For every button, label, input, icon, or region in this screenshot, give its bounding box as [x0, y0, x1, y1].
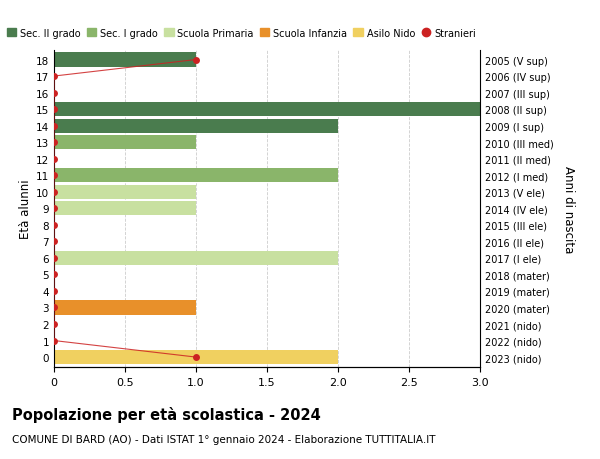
- Point: [49, 172, 59, 179]
- Point: [49, 304, 59, 312]
- Point: [49, 271, 59, 279]
- Bar: [54, 103, 480, 117]
- Text: Popolazione per età scolastica - 2024: Popolazione per età scolastica - 2024: [12, 406, 321, 422]
- Point: [49, 321, 59, 328]
- Point: [49, 73, 59, 81]
- Bar: [54, 202, 196, 216]
- Point: [49, 90, 59, 97]
- Bar: [54, 301, 196, 315]
- Text: COMUNE DI BARD (AO) - Dati ISTAT 1° gennaio 2024 - Elaborazione TUTTITALIA.IT: COMUNE DI BARD (AO) - Dati ISTAT 1° genn…: [12, 434, 436, 444]
- Bar: [54, 252, 338, 265]
- Point: [49, 255, 59, 262]
- Y-axis label: Età alunni: Età alunni: [19, 179, 32, 239]
- Y-axis label: Anni di nascita: Anni di nascita: [562, 165, 575, 252]
- Point: [49, 156, 59, 163]
- Point: [49, 106, 59, 113]
- Point: [191, 57, 201, 64]
- Point: [49, 123, 59, 130]
- Bar: [54, 119, 338, 134]
- Point: [191, 353, 201, 361]
- Bar: [54, 136, 196, 150]
- Bar: [54, 185, 196, 199]
- Point: [49, 189, 59, 196]
- Point: [49, 337, 59, 344]
- Point: [49, 205, 59, 213]
- Bar: [54, 53, 196, 67]
- Bar: [54, 169, 338, 183]
- Point: [49, 139, 59, 146]
- Point: [49, 238, 59, 246]
- Legend: Sec. II grado, Sec. I grado, Scuola Primaria, Scuola Infanzia, Asilo Nido, Stran: Sec. II grado, Sec. I grado, Scuola Prim…: [2, 25, 480, 43]
- Point: [49, 222, 59, 229]
- Bar: [54, 350, 338, 364]
- Point: [49, 288, 59, 295]
